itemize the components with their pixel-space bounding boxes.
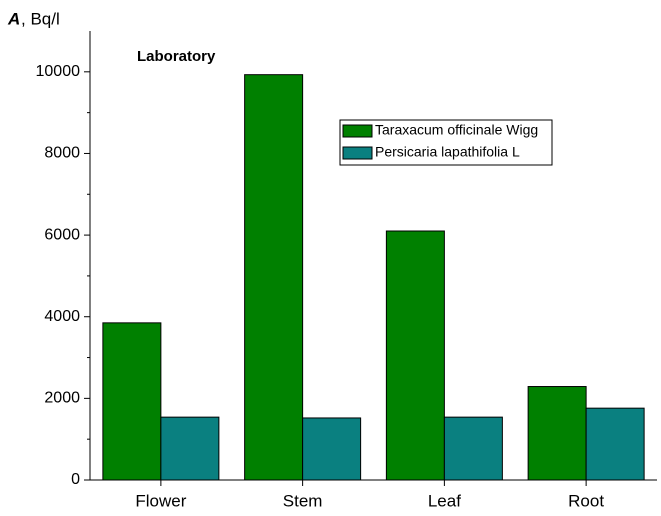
y-tick-label: 4000 <box>44 308 80 325</box>
bar <box>585 407 645 481</box>
legend-label: Persicaria lapathifolia L <box>375 144 520 160</box>
bar <box>527 386 587 481</box>
annotation: Laboratory <box>137 48 216 65</box>
y-axis-symbol: A <box>7 9 20 28</box>
legend-box <box>339 119 553 166</box>
legend-label: Taraxacum officinale Wigg <box>375 122 538 138</box>
bar <box>102 322 162 481</box>
bar <box>443 416 503 481</box>
legend-swatch <box>342 146 373 160</box>
y-tick-label: 0 <box>71 471 80 488</box>
x-tick-label: Stem <box>283 491 323 510</box>
y-axis-unit: , Bq/l <box>21 9 60 28</box>
x-tick-label: Root <box>568 491 604 510</box>
y-tick-label: 2000 <box>44 390 80 407</box>
bar <box>302 417 362 481</box>
y-tick-label: 8000 <box>44 145 80 162</box>
bar <box>244 74 304 481</box>
y-tick-label: 6000 <box>44 226 80 243</box>
legend-swatch <box>342 124 373 138</box>
bar <box>385 230 445 481</box>
y-tick-label: 10000 <box>36 63 81 80</box>
x-tick-label: Leaf <box>428 491 461 510</box>
bar <box>160 416 220 481</box>
x-tick-label: Flower <box>135 491 186 510</box>
